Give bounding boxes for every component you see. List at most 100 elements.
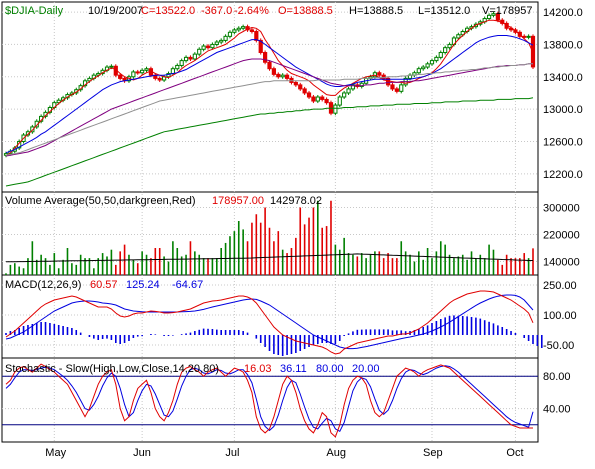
stoch-panel-frame <box>1 357 539 443</box>
volume-average-line <box>6 253 533 263</box>
candle-body <box>491 13 496 16</box>
x-month-label-2: Jul <box>225 447 239 459</box>
candle-body <box>258 39 263 54</box>
volume-average <box>6 253 533 263</box>
macd-ytick-1: 100.00 <box>543 310 577 322</box>
candle-body <box>306 92 312 98</box>
candle-body <box>377 72 382 76</box>
candle-body <box>188 56 193 60</box>
stoch-lower-value: 20.00 <box>352 363 380 375</box>
candle-body <box>267 61 272 70</box>
macd-ytick-0: -50.00 <box>543 340 574 352</box>
candle-body <box>526 35 531 38</box>
candle-body <box>346 88 351 94</box>
candle-body <box>342 92 347 98</box>
stoch-title: Stochastic - Slow(High,Low,Close,14,20,8… <box>5 363 219 375</box>
price-ytick-1: 12600.0 <box>543 136 583 148</box>
candle-body <box>302 88 307 94</box>
price-ytick-4: 13800.0 <box>543 39 583 51</box>
candle-body <box>421 66 426 70</box>
candle-body <box>390 84 395 90</box>
candle-body <box>284 74 290 79</box>
macd-signal-value: 125.24 <box>126 279 160 291</box>
price-low: L=13512.0 <box>418 5 470 17</box>
candle-body <box>385 77 391 86</box>
macd-title: MACD(12,26,9) <box>5 279 81 291</box>
macd-signal-line <box>5 294 534 350</box>
candle-body <box>140 69 145 74</box>
price-change: -367.0 <box>201 5 232 17</box>
x-month-label-1: Jun <box>133 447 151 459</box>
candle-body <box>175 64 180 70</box>
candle-body <box>315 96 320 102</box>
macd-value: 60.57 <box>90 279 118 291</box>
stoch-upper-value: 80.00 <box>316 363 344 375</box>
candle-body <box>179 60 184 66</box>
moving-average-line-1 <box>5 35 534 154</box>
candle-body <box>359 82 364 87</box>
candle-body <box>298 84 303 90</box>
volume-value: 178957.00 <box>212 195 264 207</box>
macd-hist-value: -64.67 <box>172 279 203 291</box>
candle-body <box>324 98 329 104</box>
candle-body <box>183 56 189 62</box>
stoch-d-value: 36.11 <box>280 363 307 375</box>
price-date: 10/19/2007 <box>88 5 143 17</box>
stoch-ytick-1: 80.00 <box>543 371 571 383</box>
candle-body <box>263 52 268 63</box>
volume-ytick-0: 140000 <box>543 257 580 269</box>
candle-body <box>241 26 246 29</box>
macd-line <box>5 290 534 355</box>
candle-body <box>214 41 219 45</box>
stoch-k-line <box>5 363 533 438</box>
candle-body <box>109 65 114 68</box>
price-moving-averages <box>5 19 534 187</box>
x-month-label-5: Oct <box>506 447 523 459</box>
candle-body <box>249 29 255 32</box>
candle-body <box>118 74 123 79</box>
price-close: C=13522.0 <box>141 5 195 17</box>
moving-average-line-2 <box>5 58 533 157</box>
candle-body <box>87 77 92 82</box>
price-ytick-3: 13400.0 <box>543 72 583 84</box>
candle-body <box>394 88 399 92</box>
price-panel-frame <box>1 1 539 193</box>
stoch-d-line <box>5 365 534 432</box>
candle-body <box>30 126 35 133</box>
candle-body <box>429 60 435 65</box>
x-month-label-0: May <box>45 447 66 459</box>
stoch-ytick-0: 40.00 <box>543 404 571 416</box>
volume-ytick-1: 220000 <box>543 230 580 242</box>
macd-plot <box>5 290 543 356</box>
price-ytick-5: 14200.0 <box>543 7 583 19</box>
price-symbol: $DJIA-Daily <box>5 5 64 17</box>
candle-body <box>210 43 215 49</box>
candle-body <box>144 68 149 71</box>
candle-body <box>399 84 404 92</box>
price-volume: V=178957 <box>482 5 532 17</box>
candle-body <box>350 84 356 90</box>
candle-body <box>337 96 342 106</box>
candle-body <box>495 13 500 21</box>
candle-body <box>223 35 228 41</box>
candle-body <box>232 29 237 33</box>
candle-body <box>276 73 281 78</box>
macd-ytick-2: 250.00 <box>543 280 577 292</box>
candle-body <box>293 81 298 86</box>
candle-body <box>447 43 452 49</box>
candle-body <box>201 45 206 50</box>
price-high: H=13888.5 <box>349 5 403 17</box>
candle-body <box>131 71 136 78</box>
price-ytick-0: 12200.0 <box>543 169 583 181</box>
stoch-k-value: 16.03 <box>244 363 272 375</box>
candle-body <box>486 14 492 20</box>
candle-body <box>271 68 276 75</box>
moving-average-line-4 <box>5 97 534 187</box>
candle-body <box>135 71 140 74</box>
candle-body <box>236 27 241 31</box>
candle-body <box>192 53 197 60</box>
candle-body <box>219 39 224 43</box>
volume-ytick-2: 300000 <box>543 203 580 215</box>
x-month-label-4: Sep <box>423 447 443 459</box>
